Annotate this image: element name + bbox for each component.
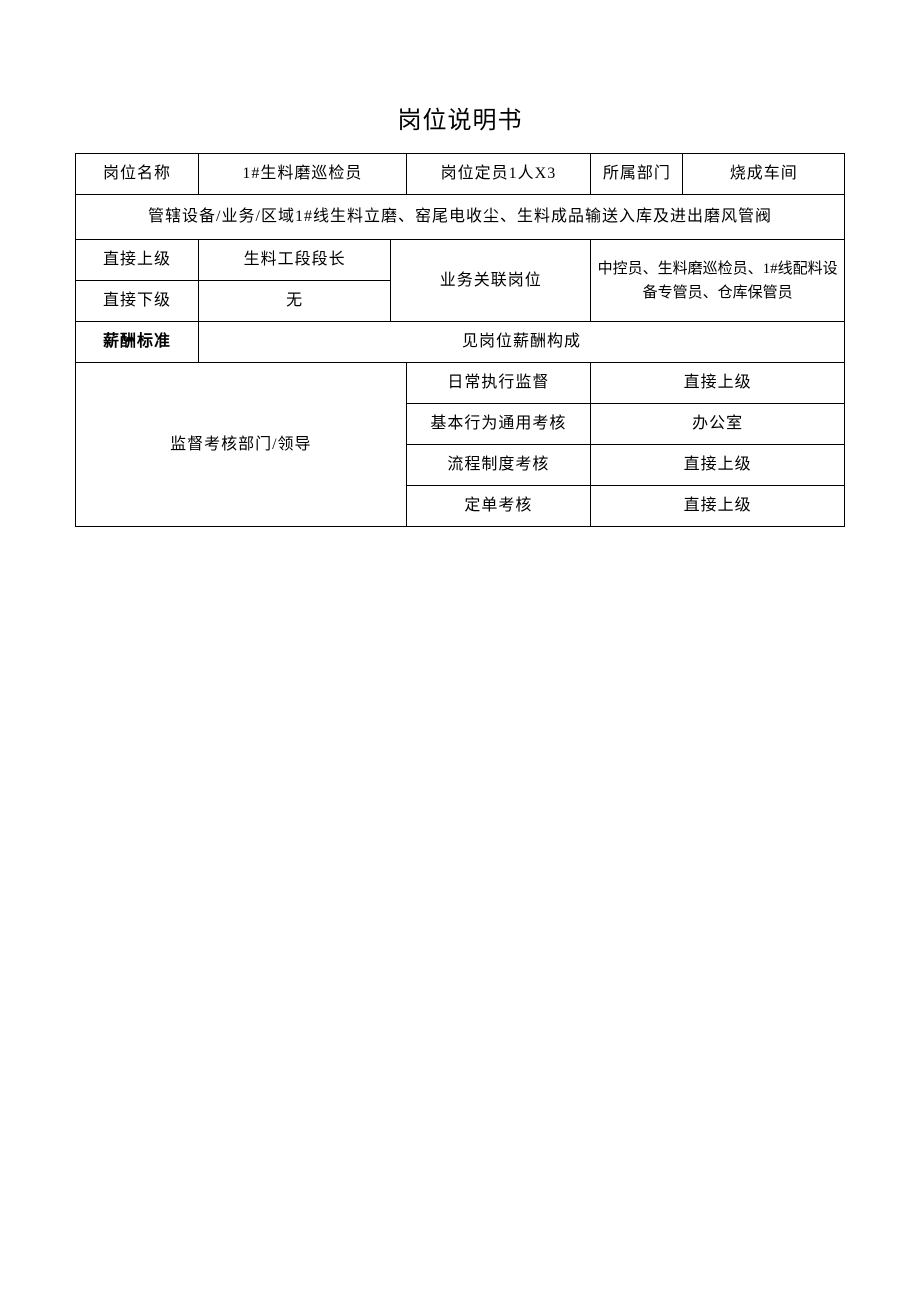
row-supervision-0: 监督考核部门/领导 日常执行监督 直接上级 [76,363,845,404]
cell-sup-by-0: 直接上级 [591,363,845,404]
cell-salary-label: 薪酬标准 [76,322,199,363]
cell-sup-by-2: 直接上级 [591,445,845,486]
cell-sup-item-0: 日常执行监督 [406,363,591,404]
cell-sup-item-1: 基本行为通用考核 [406,404,591,445]
row-superior: 直接上级 生料工段段长 业务关联岗位 中控员、生料磨巡检员、1#线配料设备专管员… [76,240,845,281]
cell-name-label: 岗位名称 [76,154,199,195]
job-description-table: 岗位名称 1#生料磨巡检员 岗位定员1人X3 所属部门 烧成车间 管辖设备/业务… [75,153,845,527]
document-title: 岗位说明书 [75,100,845,135]
cell-subordinate-value: 无 [199,281,391,322]
cell-sup-item-2: 流程制度考核 [406,445,591,486]
row-scope: 管辖设备/业务/区域1#线生料立磨、窑尾电收尘、生料成品输送入库及进出磨风管阀 [76,195,845,240]
cell-sup-by-1: 办公室 [591,404,845,445]
cell-quota: 岗位定员1人X3 [406,154,591,195]
cell-dept-label: 所属部门 [591,154,683,195]
cell-scope: 管辖设备/业务/区域1#线生料立磨、窑尾电收尘、生料成品输送入库及进出磨风管阀 [76,195,845,240]
cell-supervision-header: 监督考核部门/领导 [76,363,407,527]
cell-name-value: 1#生料磨巡检员 [199,154,407,195]
cell-superior-label: 直接上级 [76,240,199,281]
cell-related-value: 中控员、生料磨巡检员、1#线配料设备专管员、仓库保管员 [591,240,845,322]
row-salary: 薪酬标准 见岗位薪酬构成 [76,322,845,363]
cell-subordinate-label: 直接下级 [76,281,199,322]
cell-sup-item-3: 定单考核 [406,486,591,527]
cell-sup-by-3: 直接上级 [591,486,845,527]
cell-dept-value: 烧成车间 [683,154,845,195]
row-job-name: 岗位名称 1#生料磨巡检员 岗位定员1人X3 所属部门 烧成车间 [76,154,845,195]
cell-related-label: 业务关联岗位 [391,240,591,322]
cell-salary-value: 见岗位薪酬构成 [199,322,845,363]
cell-superior-value: 生料工段段长 [199,240,391,281]
